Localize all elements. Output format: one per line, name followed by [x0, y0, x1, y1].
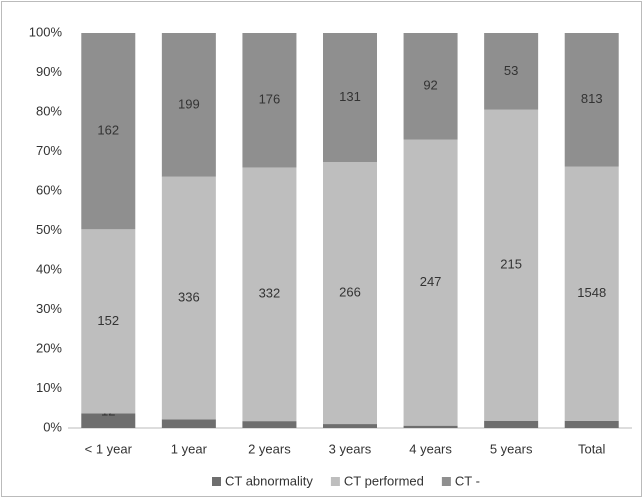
y-tick-label: 40%: [36, 261, 62, 276]
data-label: 266: [339, 284, 361, 299]
data-label: 1548: [577, 285, 606, 300]
legend-swatch: [212, 477, 221, 486]
data-label: 92: [423, 78, 437, 93]
y-tick-label: 100%: [29, 24, 63, 39]
data-label: 53: [504, 63, 518, 78]
data-label: 336: [178, 289, 200, 304]
data-label: 176: [259, 92, 281, 107]
bar-segment: [161, 33, 216, 177]
legend-label: CT -: [455, 473, 480, 488]
y-tick-label: 90%: [36, 64, 62, 79]
y-tick-label: 30%: [36, 301, 62, 316]
bar-segment: [403, 33, 458, 140]
bar-segment: [242, 167, 297, 422]
bar-segment: [81, 33, 136, 230]
bar-segment: [323, 33, 377, 163]
data-label: 199: [178, 96, 200, 111]
data-label: 215: [500, 257, 522, 272]
legend-swatch: [330, 477, 340, 486]
x-tick-label: 2 years: [248, 441, 291, 456]
x-tick-label: Total: [578, 441, 606, 456]
bar-segment: [564, 420, 619, 428]
bar-segment: [564, 33, 619, 167]
x-tick-label: 4 years: [409, 441, 452, 456]
bar-segment: [484, 33, 539, 110]
bar-segment: [161, 176, 216, 420]
bar-segment: [242, 33, 297, 168]
data-label: 332: [259, 286, 281, 301]
bar-segment: [81, 413, 136, 428]
bar-segment: [564, 166, 619, 421]
data-label: 813: [581, 91, 603, 106]
legend-label: CT abnormality: [225, 473, 313, 488]
bar-segment: [323, 424, 377, 428]
data-label: 162: [97, 123, 119, 138]
bar-segment: [81, 229, 136, 414]
y-tick-label: 20%: [36, 340, 62, 355]
bar-segment: [403, 139, 458, 426]
x-tick-label: 5 years: [490, 441, 533, 456]
legend-swatch: [441, 477, 451, 486]
data-label: 131: [339, 89, 361, 104]
bar-segment: [323, 162, 377, 425]
data-label: 247: [420, 274, 442, 289]
x-tick-label: 1 year: [171, 441, 208, 456]
y-tick-label: 60%: [36, 182, 62, 197]
bar-segment: [484, 109, 539, 421]
bar-segment: [242, 421, 297, 428]
legend-label: CT performed: [344, 473, 424, 488]
bar-segment: [161, 419, 216, 428]
x-tick-label: < 1 year: [85, 441, 133, 456]
data-label: 152: [97, 313, 119, 328]
y-tick-label: 10%: [36, 380, 62, 395]
y-tick-label: 80%: [36, 103, 62, 118]
bar-segment: [403, 425, 458, 428]
bar-segment: [484, 420, 539, 428]
y-tick-label: 70%: [36, 143, 62, 158]
x-tick-label: 3 years: [329, 441, 372, 456]
y-tick-label: 50%: [36, 222, 62, 237]
y-tick-label: 0%: [43, 419, 62, 434]
